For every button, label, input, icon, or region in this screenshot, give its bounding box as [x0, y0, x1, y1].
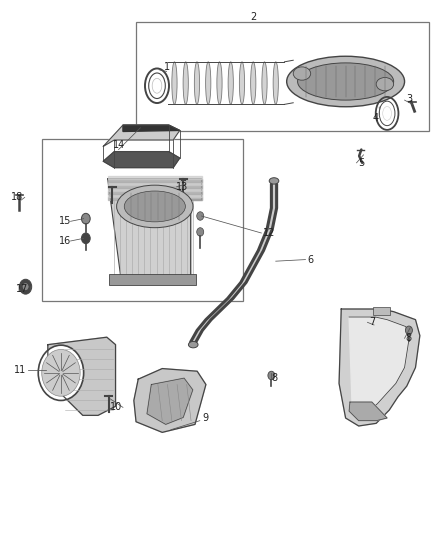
Polygon shape — [108, 188, 201, 191]
Text: 18: 18 — [11, 192, 23, 203]
Polygon shape — [103, 152, 180, 167]
Ellipse shape — [183, 62, 188, 104]
Text: 4: 4 — [372, 112, 378, 123]
Text: 17: 17 — [16, 285, 29, 294]
Circle shape — [19, 279, 32, 294]
Ellipse shape — [383, 107, 392, 120]
Text: 8: 8 — [272, 373, 278, 383]
Polygon shape — [339, 309, 420, 426]
Ellipse shape — [273, 62, 279, 104]
Circle shape — [197, 228, 204, 236]
Text: 6: 6 — [307, 255, 314, 264]
Text: 9: 9 — [202, 413, 208, 423]
Bar — [373, 308, 390, 316]
Polygon shape — [108, 182, 201, 185]
Polygon shape — [48, 337, 116, 415]
Ellipse shape — [117, 185, 193, 228]
Ellipse shape — [194, 62, 200, 104]
Text: 3: 3 — [406, 94, 412, 104]
Text: 15: 15 — [59, 216, 71, 227]
Polygon shape — [103, 125, 180, 147]
Ellipse shape — [297, 63, 394, 100]
Ellipse shape — [262, 62, 267, 104]
Polygon shape — [191, 184, 277, 342]
Ellipse shape — [251, 62, 256, 104]
Circle shape — [81, 233, 90, 244]
Text: 8: 8 — [406, 333, 412, 343]
Text: 12: 12 — [263, 228, 276, 238]
Ellipse shape — [205, 62, 211, 104]
Ellipse shape — [188, 342, 198, 348]
Polygon shape — [108, 179, 201, 182]
Ellipse shape — [287, 56, 405, 107]
Text: 5: 5 — [358, 158, 364, 168]
Polygon shape — [147, 378, 193, 424]
Text: 7: 7 — [369, 317, 375, 327]
Bar — [109, 274, 196, 285]
Circle shape — [197, 212, 204, 220]
Polygon shape — [349, 402, 387, 421]
Polygon shape — [108, 197, 201, 200]
Ellipse shape — [269, 177, 279, 184]
Ellipse shape — [293, 67, 311, 80]
Polygon shape — [108, 176, 201, 179]
Circle shape — [406, 326, 413, 335]
Text: 14: 14 — [113, 140, 125, 150]
Polygon shape — [108, 191, 201, 194]
Circle shape — [81, 213, 90, 224]
Text: 10: 10 — [110, 402, 123, 413]
Ellipse shape — [217, 62, 222, 104]
Text: 2: 2 — [250, 12, 256, 22]
Ellipse shape — [124, 191, 185, 222]
Polygon shape — [108, 179, 201, 277]
Circle shape — [38, 345, 84, 400]
Text: 1: 1 — [163, 62, 170, 72]
Polygon shape — [108, 185, 201, 188]
Polygon shape — [134, 368, 206, 432]
Ellipse shape — [228, 62, 233, 104]
Bar — [136, 22, 428, 131]
Text: 16: 16 — [59, 236, 71, 246]
Ellipse shape — [376, 77, 394, 91]
Bar — [42, 139, 243, 301]
Circle shape — [42, 350, 80, 396]
Polygon shape — [108, 195, 201, 197]
Ellipse shape — [152, 78, 162, 93]
Ellipse shape — [240, 62, 244, 104]
Ellipse shape — [172, 62, 177, 104]
Text: 13: 13 — [176, 182, 188, 192]
Circle shape — [23, 284, 28, 290]
Polygon shape — [123, 125, 180, 132]
Polygon shape — [349, 317, 409, 414]
Circle shape — [268, 371, 275, 379]
Text: 11: 11 — [14, 365, 26, 375]
